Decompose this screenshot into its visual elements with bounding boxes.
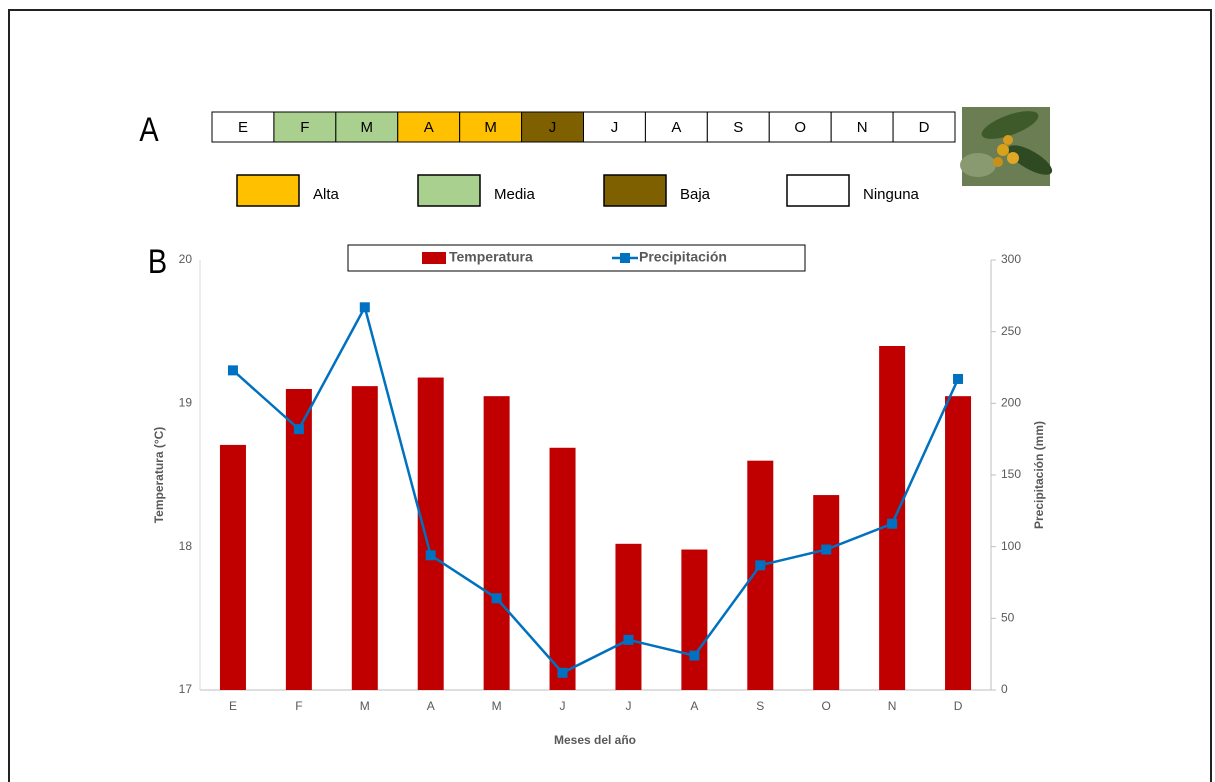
bar — [615, 544, 641, 690]
bar — [484, 396, 510, 690]
month-label: A — [424, 119, 434, 136]
marker — [360, 302, 370, 312]
month-label: J — [549, 119, 557, 136]
y2-tick-label: 50 — [1001, 611, 1015, 625]
legend-label: Temperatura — [449, 249, 533, 265]
bar — [418, 378, 444, 690]
bar — [879, 346, 905, 690]
y2-axis-title: Precipitación (mm) — [1032, 421, 1046, 529]
x-tick-label: A — [427, 699, 435, 713]
marker — [426, 550, 436, 560]
legend-label: Baja — [680, 186, 711, 203]
x-tick-label: O — [822, 699, 831, 713]
y2-tick-label: 100 — [1001, 539, 1021, 553]
legend-swatch — [422, 252, 446, 264]
y-tick-label: 19 — [179, 396, 193, 410]
legend-label: Ninguna — [863, 186, 920, 203]
legend-swatch — [237, 175, 299, 206]
panel-a-label: A — [139, 110, 158, 149]
y-tick-label: 17 — [179, 682, 193, 696]
marker — [887, 519, 897, 529]
month-label: D — [919, 119, 930, 136]
marker — [953, 374, 963, 384]
x-tick-label: M — [360, 699, 370, 713]
y2-tick-label: 200 — [1001, 396, 1021, 410]
marker — [558, 668, 568, 678]
marker — [623, 635, 633, 645]
bar — [550, 448, 576, 690]
legend-label: Alta — [313, 186, 340, 203]
x-tick-label: E — [229, 699, 237, 713]
y-tick-label: 18 — [179, 539, 193, 553]
legend-swatch — [620, 253, 630, 263]
month-label: S — [733, 119, 743, 136]
legend-label: Media — [494, 186, 536, 203]
x-tick-label: N — [888, 699, 897, 713]
y2-tick-label: 0 — [1001, 682, 1008, 696]
month-label: M — [484, 119, 497, 136]
month-label: N — [857, 119, 868, 136]
marker — [228, 365, 238, 375]
y2-tick-label: 250 — [1001, 324, 1021, 338]
photo — [960, 105, 1056, 186]
bar — [813, 495, 839, 690]
line — [233, 307, 958, 673]
y2-tick-label: 150 — [1001, 467, 1021, 481]
month-label: E — [238, 119, 248, 136]
x-tick-label: S — [756, 699, 764, 713]
bar — [220, 445, 246, 690]
bar — [286, 389, 312, 690]
legend-box — [348, 245, 805, 271]
y-tick-label: 20 — [179, 252, 193, 266]
x-tick-label: J — [625, 699, 631, 713]
legend-swatch — [787, 175, 849, 206]
month-label: J — [611, 119, 619, 136]
legend-label: Precipitación — [639, 249, 727, 265]
bar — [352, 386, 378, 690]
legend-swatch — [604, 175, 666, 206]
page: A B Temperatura (°C) Precipitación (mm) … — [0, 0, 1215, 782]
bar — [681, 550, 707, 690]
x-tick-label: A — [690, 699, 698, 713]
marker — [755, 560, 765, 570]
month-label: M — [361, 119, 374, 136]
x-tick-label: M — [492, 699, 502, 713]
panel-b-label: B — [148, 242, 167, 281]
bar — [945, 396, 971, 690]
month-label: A — [671, 119, 681, 136]
x-tick-label: F — [295, 699, 302, 713]
marker — [492, 593, 502, 603]
marker — [689, 651, 699, 661]
marker — [294, 424, 304, 434]
month-label: O — [794, 119, 806, 136]
x-tick-label: J — [560, 699, 566, 713]
legend-swatch — [418, 175, 480, 206]
y-axis-title: Temperatura (°C) — [152, 427, 166, 524]
marker — [821, 545, 831, 555]
x-axis-title: Meses del año — [554, 733, 636, 747]
x-tick-label: D — [954, 699, 963, 713]
month-label: F — [300, 119, 309, 136]
bar — [747, 461, 773, 690]
y2-tick-label: 300 — [1001, 252, 1021, 266]
